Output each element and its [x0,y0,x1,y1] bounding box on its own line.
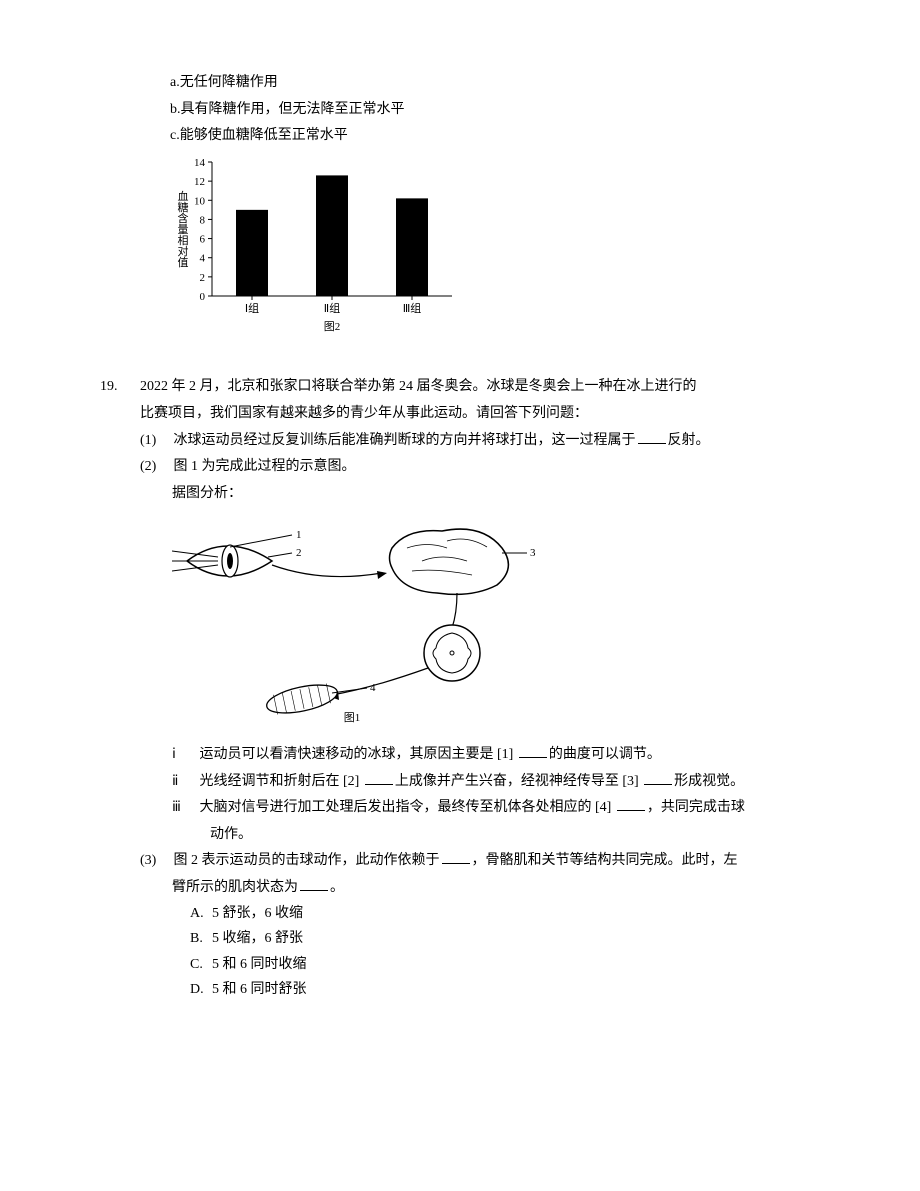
option-a: a.无任何降糖作用 [100,70,820,97]
svg-text:图2: 图2 [324,320,341,333]
optB-label: B. [190,926,212,953]
option-A: A. 5 舒张，6 收缩 [100,901,820,928]
blank-1 [519,744,547,758]
svg-text:2: 2 [200,272,206,284]
roman-ii-label: ⅱ [172,769,196,796]
sub3-b: ，骨骼肌和关节等结构共同完成。此时，左 [472,853,738,868]
blank-4 [617,797,645,811]
svg-text:2: 2 [296,547,302,559]
sub1-text-a: 冰球运动员经过反复训练后能准确判断球的方向并将球打出，这一过程属于 [174,433,636,448]
optB-text: 5 收缩，6 舒张 [212,931,303,946]
blank-reflex [638,430,666,444]
option-b: b.具有降糖作用，但无法降至正常水平 [100,97,820,124]
optC-label: C. [190,952,212,979]
q19-intro-1: 2022 年 2 月，北京和张家口将联合举办第 24 届冬奥会。冰球是冬奥会上一… [140,379,697,394]
bar-chart-svg: 0 2 4 6 8 10 12 14 血糖含量相对值 Ⅰ组 Ⅱ组 Ⅲ组图2 [170,154,460,334]
chart-figure-2: 0 2 4 6 8 10 12 14 血糖含量相对值 Ⅰ组 Ⅱ组 Ⅲ组图2 [100,154,820,345]
blank-state [300,877,328,891]
svg-text:12: 12 [194,176,205,188]
svg-text:8: 8 [200,214,206,226]
svg-text:1: 1 [296,529,302,541]
sub2-note: 据图分析： [100,481,820,508]
roman-ii-a: 光线经调节和折射后在 [2] [200,774,363,789]
roman-ii-c: 形成视觉。 [674,774,744,789]
roman-iii-a: 大脑对信号进行加工处理后发出指令，最终传至机体各处相应的 [4] [200,800,615,815]
svg-text:10: 10 [194,195,206,207]
q19-sub1: (1) 冰球运动员经过反复训练后能准确判断球的方向并将球打出，这一过程属于 反射。 [100,428,820,455]
svg-text:4: 4 [370,682,376,694]
svg-text:4: 4 [200,252,206,264]
sub3-d: 。 [330,880,344,895]
roman-iii-label: ⅲ [172,795,196,822]
diagram-figure-1: 1 2 3 4 图1 [100,513,820,734]
roman-ii: ⅱ 光线经调节和折射后在 [2] 上成像并产生兴奋，经视神经传导至 [3] 形成… [100,769,820,796]
option-B: B. 5 收缩，6 舒张 [100,926,820,953]
optA-text: 5 舒张，6 收缩 [212,906,303,921]
svg-text:3: 3 [530,547,536,559]
q19-sub3: (3) 图 2 表示运动员的击球动作，此动作依赖于 ，骨骼肌和关节等结构共同完成。… [100,848,820,875]
optD-label: D. [190,977,212,1004]
roman-i: ⅰ 运动员可以看清快速移动的冰球，其原因主要是 [1] 的曲度可以调节。 [100,742,820,769]
optA-label: A. [190,901,212,928]
page-content: a.无任何降糖作用 b.具有降糖作用，但无法降至正常水平 c.能够使血糖降低至正… [100,70,820,1004]
reflex-arc-diagram-svg: 1 2 3 4 图1 [172,513,572,723]
optD-text: 5 和 6 同时舒张 [212,982,307,997]
sub3-line2: 臂所示的肌肉状态为 。 [100,875,820,902]
roman-i-a: 运动员可以看清快速移动的冰球，其原因主要是 [1] [200,747,517,762]
blank-2 [365,771,393,785]
svg-text:图1: 图1 [344,711,361,723]
roman-i-label: ⅰ [172,742,196,769]
question-19: 19. 2022 年 2 月，北京和张家口将联合举办第 24 届冬奥会。冰球是冬… [100,374,820,401]
roman-i-b: 的曲度可以调节。 [549,747,661,762]
sub3-c: 臂所示的肌肉状态为 [172,880,298,895]
roman-iii: ⅲ 大脑对信号进行加工处理后发出指令，最终传至机体各处相应的 [4] ，共同完成… [100,795,820,822]
svg-text:血糖含量相对值: 血糖含量相对值 [176,189,189,268]
sub3-label: (3) [140,848,170,875]
roman-ii-b: 上成像并产生兴奋，经视神经传导至 [3] [395,774,642,789]
roman-iii-c: 动作。 [100,822,820,849]
svg-text:14: 14 [194,157,206,169]
option-c: c.能够使血糖降低至正常水平 [100,123,820,150]
option-D: D. 5 和 6 同时舒张 [100,977,820,1004]
blank-3 [644,771,672,785]
question-number: 19. [100,374,140,401]
q19-sub2: (2) 图 1 为完成此过程的示意图。 [100,454,820,481]
svg-text:Ⅱ组: Ⅱ组 [324,301,340,315]
roman-iii-b: ，共同完成击球 [647,800,745,815]
option-C: C. 5 和 6 同时收缩 [100,952,820,979]
optC-text: 5 和 6 同时收缩 [212,957,307,972]
sub2-text: 图 1 为完成此过程的示意图。 [174,459,356,474]
blank-structure [442,850,470,864]
svg-text:Ⅰ组: Ⅰ组 [245,301,259,315]
q19-intro-2: 比赛项目，我们国家有越来越多的青少年从事此运动。请回答下列问题： [100,401,820,428]
svg-text:0: 0 [200,291,206,303]
sub1-label: (1) [140,428,170,455]
sub3-a: 图 2 表示运动员的击球动作，此动作依赖于 [174,853,440,868]
sub2-label: (2) [140,454,170,481]
svg-text:Ⅲ组: Ⅲ组 [403,301,422,315]
svg-text:6: 6 [200,233,206,245]
sub1-text-b: 反射。 [668,433,710,448]
